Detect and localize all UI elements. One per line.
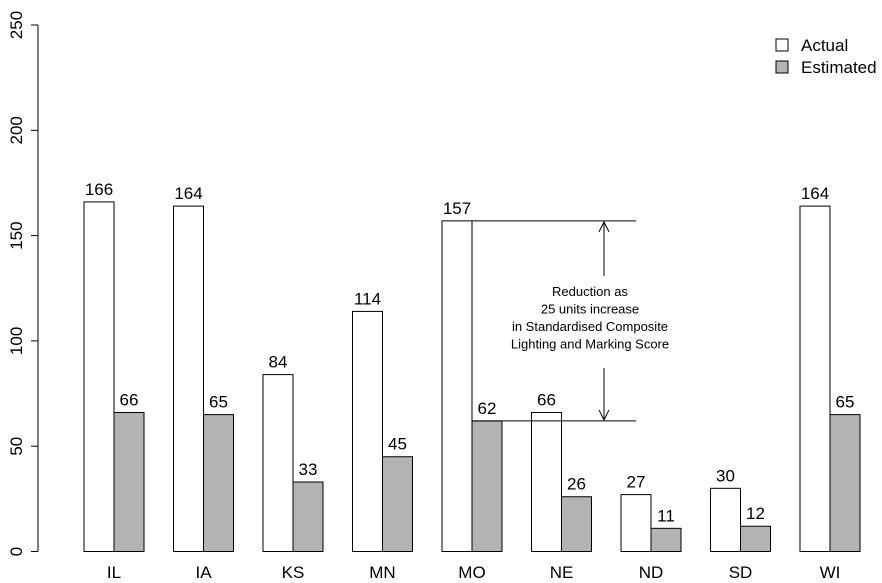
data-label: 27 (627, 473, 646, 492)
bar-actual-ne (531, 412, 562, 552)
legend-swatch-actual (775, 38, 789, 52)
bar-estimated-ne (561, 496, 592, 552)
bar-actual-mo (441, 220, 473, 552)
data-label: 62 (478, 399, 497, 418)
data-label: 164 (174, 184, 202, 203)
bar-actual-wi (799, 205, 831, 552)
bar-estimated-wi (829, 414, 861, 552)
y-tick-label: 200 (7, 116, 26, 144)
arrow-up-head (598, 220, 610, 233)
arrow-down-head (598, 409, 610, 422)
bar-actual-nd (620, 494, 652, 552)
data-label: 12 (746, 504, 765, 523)
reduction-annotation: Reduction as 25 units increase in Standard… (472, 220, 669, 422)
data-label: 26 (567, 475, 586, 494)
data-label: 30 (716, 466, 735, 485)
legend: Actual Estimated (775, 36, 877, 77)
bar-estimated-il (113, 412, 145, 552)
data-label: 157 (443, 199, 471, 218)
data-label: 11 (657, 506, 675, 525)
bar-actual-ks (262, 374, 294, 553)
bar-estimated-mn (382, 456, 413, 553)
x-tick-label: IA (195, 563, 212, 582)
data-label: 84 (269, 353, 288, 372)
bar-estimated-sd (740, 525, 771, 553)
annotation-text: in Standardised Composite (512, 319, 668, 334)
x-tick-label: IL (107, 563, 121, 582)
data-label: 33 (299, 460, 318, 479)
data-label: 65 (836, 393, 855, 412)
bar-estimated-ia (203, 414, 234, 552)
annotation-text: Lighting and Marking Score (511, 337, 669, 352)
bars (83, 201, 861, 553)
data-label: 164 (801, 184, 829, 203)
bar-estimated-ks (292, 481, 324, 553)
data-label: 114 (354, 289, 381, 308)
x-tick-label: ND (639, 563, 664, 582)
bar-estimated-mo (471, 420, 503, 553)
bar-actual-mn (352, 310, 383, 552)
y-tick-label: 250 (7, 11, 26, 39)
legend-label: Estimated (801, 58, 877, 77)
y-tick-label: 50 (7, 437, 26, 456)
x-tick-label: MN (369, 563, 395, 582)
x-tick-label: SD (729, 563, 753, 582)
bar-actual-sd (710, 487, 741, 553)
bar-actual-ia (173, 205, 204, 552)
y-axis: 0 50 100 150 200 250 (7, 11, 39, 556)
value-labels: 166 66 164 65 84 33 114 45 157 62 66 26 27 11 30 12 164 6… (85, 180, 855, 525)
bar-actual-il (83, 201, 115, 553)
legend-swatch-estimated (775, 60, 789, 74)
x-tick-label: WI (820, 563, 841, 582)
y-tick-label: 0 (7, 547, 26, 556)
category-labels: IL IA KS MN MO NE ND SD WI (107, 563, 840, 582)
annotation-text: Reduction as (552, 284, 628, 299)
annotation-text: 25 units increase (541, 302, 639, 317)
bar-estimated-nd (650, 527, 682, 552)
x-tick-label: KS (282, 563, 305, 582)
data-label: 45 (388, 435, 407, 454)
x-tick-label: NE (550, 563, 574, 582)
data-label: 166 (85, 180, 113, 199)
legend-label: Actual (801, 36, 848, 55)
x-tick-label: MO (458, 563, 485, 582)
data-label: 66 (537, 391, 556, 410)
data-label: 65 (209, 393, 228, 412)
y-tick-label: 150 (7, 221, 26, 249)
data-label: 66 (120, 391, 139, 410)
y-tick-label: 100 (7, 327, 26, 355)
